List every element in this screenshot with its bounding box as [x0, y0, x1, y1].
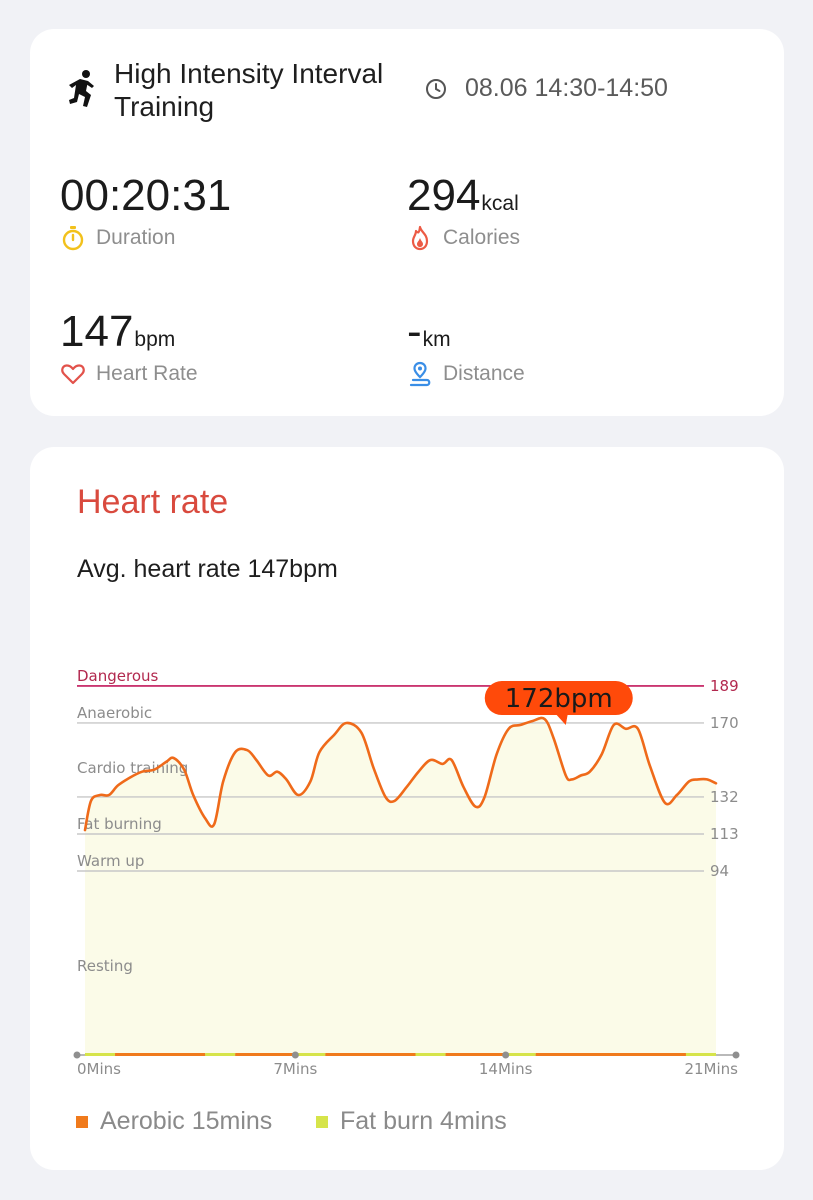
calories-value: 294kcal	[407, 171, 519, 229]
activity-segment-aerobic-9	[535, 1053, 686, 1056]
legend-label-fat-burn: Fat burn 4mins	[340, 1107, 507, 1135]
workout-time-range: 08.06 14:30-14:50	[465, 74, 668, 102]
heart-rate-label: Heart Rate	[96, 362, 198, 385]
heart-rate-line	[83, 716, 718, 832]
x-tick-dot-2	[502, 1051, 510, 1059]
activity-segment-aerobic-3	[235, 1053, 296, 1056]
duration-value: 00:20:31	[60, 171, 231, 221]
x-tick-label-1: 7Mins	[273, 1060, 317, 1077]
zone-value-cardio-training: 132	[710, 788, 739, 806]
zone-label-fat-burning: Fat burning	[77, 815, 162, 833]
activity-segment-fat_burn-2	[205, 1053, 236, 1056]
peak-bubble	[484, 681, 633, 716]
zone-value-dangerous: 189	[710, 677, 739, 695]
legend-swatch-aerobic	[76, 1115, 88, 1128]
activity-segment-aerobic-5	[325, 1053, 416, 1056]
x-tick-label-0: 0Mins	[77, 1060, 121, 1077]
route-pin-icon	[407, 361, 433, 387]
running-person-icon	[64, 69, 98, 109]
zone-label-anaerobic: Anaerobic	[77, 704, 152, 722]
activity-segment-aerobic-7	[445, 1053, 506, 1056]
distance-number: -	[407, 307, 422, 356]
x-tick-label-2: 14Mins	[479, 1060, 533, 1077]
zone-value-warm-up: 94	[710, 862, 729, 880]
heart-rate-unit: bpm	[134, 328, 176, 351]
distance-value: -km	[407, 307, 451, 365]
workout-summary-card: High Intensity Interval Training 08.06 1…	[30, 29, 784, 416]
calories-number: 294	[407, 171, 481, 220]
zone-value-fat-burning: 113	[710, 825, 739, 843]
legend-item-aerobic: Aerobic 15mins	[76, 1107, 272, 1136]
heart-icon	[60, 361, 86, 387]
heart-rate-value: 147bpm	[60, 307, 175, 365]
activity-segment-fat_burn-4	[295, 1053, 326, 1056]
heart-rate-card: Heart rate Avg. heart rate 147bpm 189 Dan…	[30, 447, 784, 1170]
x-axis-end-dot	[732, 1051, 740, 1059]
zone-label-resting: Resting	[77, 957, 133, 975]
flame-icon	[407, 225, 433, 251]
workout-title: High Intensity Interval Training	[114, 58, 384, 122]
distance-label: Distance	[443, 362, 525, 385]
activity-segment-fat_burn-0	[85, 1053, 116, 1056]
activity-segment-fat_burn-10	[685, 1053, 716, 1056]
activity-segment-fat_burn-6	[415, 1053, 446, 1056]
heart-rate-title: Heart rate	[77, 483, 229, 521]
legend-item-fat-burn: Fat burn 4mins	[316, 1107, 507, 1136]
zone-label-cardio-training: Cardio training	[77, 759, 188, 777]
activity-segment-aerobic-1	[115, 1053, 206, 1056]
duration-number: 00:20:31	[60, 171, 232, 220]
duration-label: Duration	[96, 226, 176, 249]
stopwatch-icon	[60, 225, 86, 251]
x-tick-label-3: 21Mins	[684, 1060, 738, 1077]
zone-value-anaerobic: 170	[710, 714, 739, 732]
heart-rate-chart: 189 Dangerous 170 Anaerobic 132 Cardio traini…	[73, 667, 740, 1077]
x-tick-dot-1	[291, 1051, 299, 1059]
x-axis-start-dot	[73, 1051, 81, 1059]
heart-rate-number: 147	[60, 307, 134, 356]
zone-label-dangerous: Dangerous	[77, 667, 159, 685]
distance-unit: km	[422, 328, 451, 351]
peak-label: 172bpm	[505, 684, 613, 714]
zone-label-warm-up: Warm up	[77, 852, 144, 870]
legend-swatch-fat-burn	[316, 1115, 328, 1128]
calories-label: Calories	[443, 226, 521, 249]
average-heart-rate: Avg. heart rate 147bpm	[77, 555, 338, 583]
legend-label-aerobic: Aerobic 15mins	[100, 1107, 273, 1135]
clock-icon	[424, 77, 448, 101]
activity-segment-fat_burn-8	[505, 1053, 536, 1056]
calories-unit: kcal	[481, 192, 519, 215]
heart-rate-area-fill	[85, 717, 716, 1055]
peak-bubble-pointer	[555, 714, 568, 726]
